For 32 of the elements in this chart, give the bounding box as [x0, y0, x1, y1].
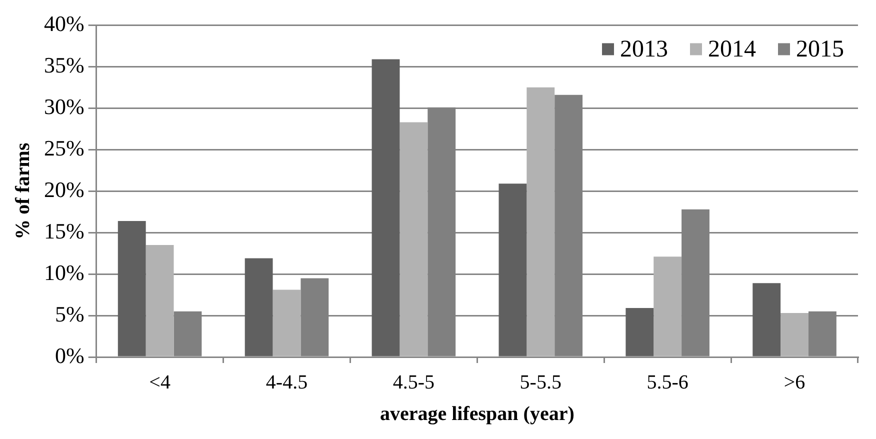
y-axis-title: % of farms — [12, 142, 34, 240]
y-tick-label: 25% — [44, 135, 84, 160]
bar — [654, 256, 682, 356]
bar — [146, 245, 174, 356]
bar — [244, 258, 273, 356]
x-tick-label: >6 — [784, 371, 806, 394]
bar — [372, 59, 400, 356]
y-tick-label: 10% — [44, 260, 84, 285]
y-tick-label: 0% — [55, 342, 84, 368]
y-tick-label: 40% — [44, 10, 84, 36]
legend-label: 2015 — [796, 36, 844, 62]
x-tick-label: 4-4.5 — [266, 371, 308, 394]
bar — [526, 87, 555, 356]
x-tick-label: 4.5-5 — [392, 371, 435, 394]
bar — [780, 313, 808, 356]
legend-label: 2014 — [708, 36, 756, 62]
x-tick-label: 5.5-6 — [646, 371, 688, 394]
x-tick-label: 5-5.5 — [520, 371, 562, 394]
y-tick-label: 5% — [55, 301, 84, 326]
legend-label: 2013 — [620, 36, 668, 62]
y-tick-label: 20% — [44, 176, 84, 202]
x-tick-label: <4 — [149, 371, 170, 394]
bar — [752, 283, 781, 356]
bar — [400, 122, 428, 356]
bar — [118, 220, 146, 356]
y-tick-label: 15% — [44, 218, 84, 244]
y-tick-label: 35% — [44, 52, 84, 78]
bar — [272, 290, 301, 356]
x-axis-title: average lifespan (year) — [380, 403, 574, 426]
y-tick-label: 30% — [44, 94, 84, 119]
bar — [626, 308, 654, 356]
bar — [498, 184, 527, 356]
